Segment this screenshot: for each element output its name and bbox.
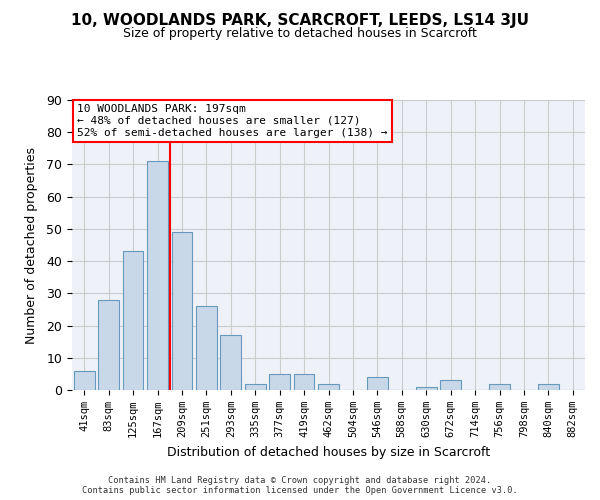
Bar (74, 370, 95, 390)
X-axis label: Distribution of detached houses by size in Scarcroft: Distribution of detached houses by size … (167, 446, 490, 458)
Text: Contains HM Land Registry data © Crown copyright and database right 2024.
Contai: Contains HM Land Registry data © Crown c… (82, 476, 518, 495)
Bar (416, 387, 437, 390)
Y-axis label: Number of detached properties: Number of detached properties (25, 146, 38, 344)
Bar (147, 161, 168, 390)
Bar (489, 384, 510, 390)
Bar (196, 306, 217, 390)
Bar (440, 380, 461, 390)
Bar (318, 384, 339, 390)
Bar (269, 374, 290, 390)
Bar (538, 384, 559, 390)
Bar (172, 232, 193, 390)
Bar (122, 252, 143, 390)
Text: 10, WOODLANDS PARK, SCARCROFT, LEEDS, LS14 3JU: 10, WOODLANDS PARK, SCARCROFT, LEEDS, LS… (71, 12, 529, 28)
Bar (367, 377, 388, 390)
Bar (220, 335, 241, 390)
Bar (98, 300, 119, 390)
Bar (293, 374, 314, 390)
Text: Size of property relative to detached houses in Scarcroft: Size of property relative to detached ho… (123, 28, 477, 40)
Bar (245, 384, 266, 390)
Text: 10 WOODLANDS PARK: 197sqm
← 48% of detached houses are smaller (127)
52% of semi: 10 WOODLANDS PARK: 197sqm ← 48% of detac… (77, 104, 388, 138)
